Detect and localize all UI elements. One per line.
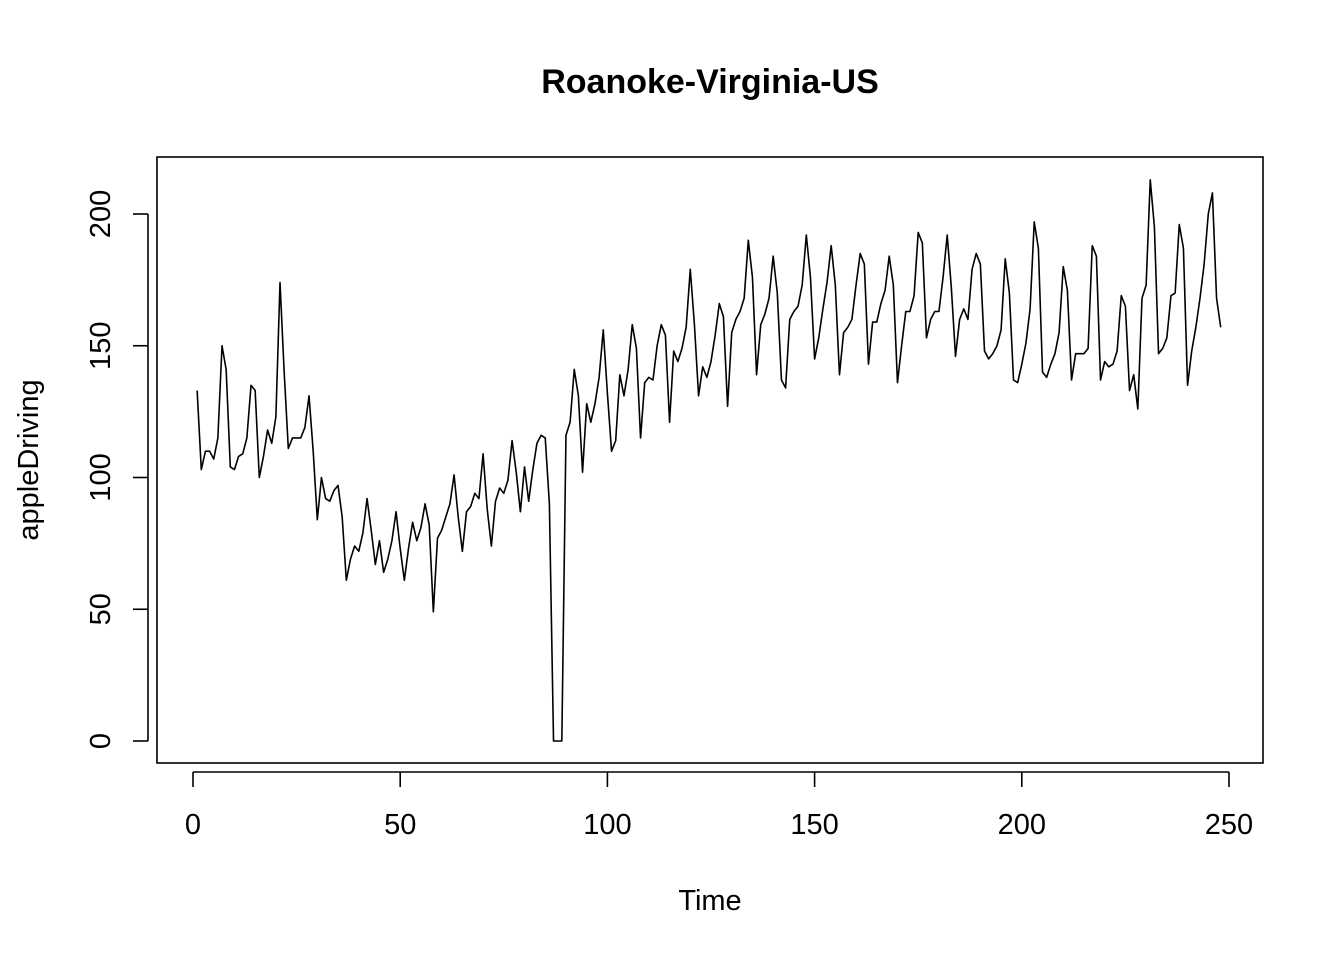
x-tick-label: 150 <box>790 809 838 841</box>
x-tick-label: 100 <box>583 809 631 841</box>
y-axis: 0 50 100 150 200 <box>85 190 149 749</box>
y-tick-label: 50 <box>85 593 117 625</box>
y-tick-label: 0 <box>85 733 117 749</box>
plot-frame <box>156 156 1264 764</box>
x-tick-label: 250 <box>1205 809 1253 841</box>
x-tick-label: 0 <box>185 809 201 841</box>
x-axis: 0 50 100 150 200 250 <box>185 771 1253 841</box>
series-line <box>196 178 1222 742</box>
x-tick-label: 50 <box>384 809 416 841</box>
y-axis-label: appleDriving <box>13 379 45 540</box>
chart-title: Roanoke-Virginia-US <box>541 63 879 101</box>
y-tick-label: 100 <box>85 453 117 501</box>
y-tick-label: 200 <box>85 190 117 238</box>
y-tick-label: 150 <box>85 322 117 370</box>
x-tick-label: 200 <box>998 809 1046 841</box>
x-axis-label: Time <box>678 885 741 917</box>
